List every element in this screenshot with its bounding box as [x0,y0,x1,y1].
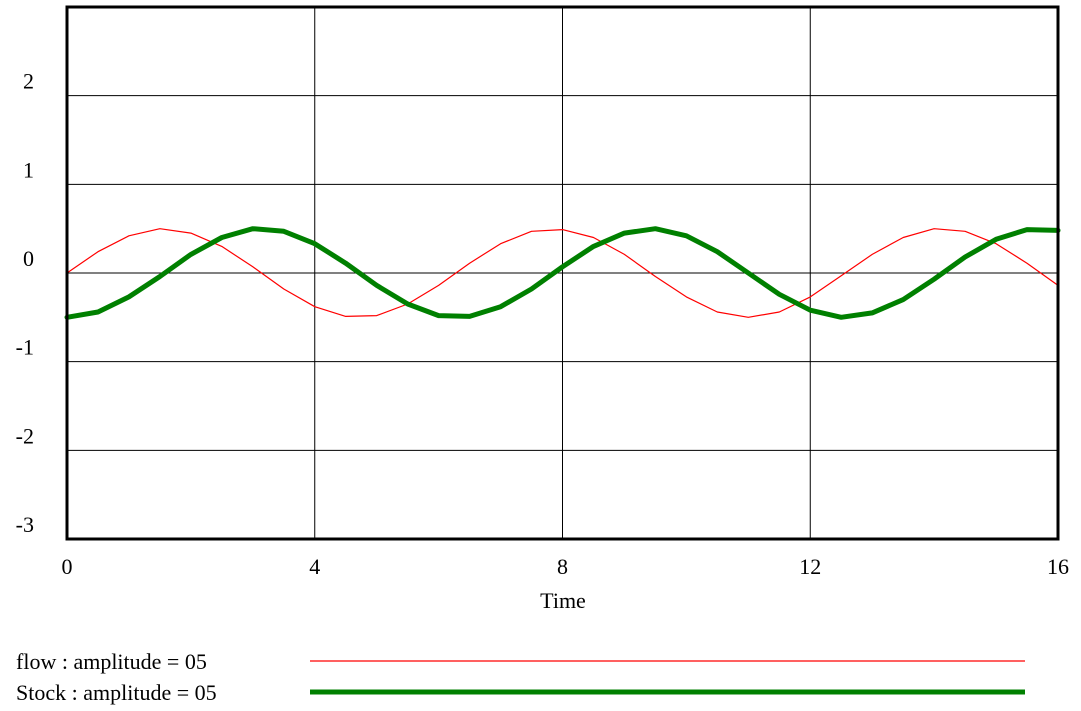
series-line-0 [66,228,1059,318]
x-tick-label-4: 16 [1047,554,1069,579]
plot-area-frame [65,5,1060,541]
x-tick-label-2: 8 [557,554,568,579]
y-tick-label-2: 1 [23,157,34,182]
x-tick-label-0: 0 [62,554,73,579]
grid [66,6,1059,540]
x-axis-ticks: 0 4 8 12 16 [62,554,1070,579]
legend-label-0: flow : amplitude = 05 [16,649,207,674]
x-axis-label: Time [540,588,586,613]
y-axis-ticks: 3 2 1 0 -1 -2 -3 [16,0,34,537]
y-tick-label-0: 3 [23,0,34,5]
y-tick-label-3: 0 [23,246,34,271]
y-tick-label-5: -2 [16,423,34,448]
x-tick-label-3: 12 [799,554,821,579]
legend-label-1: Stock : amplitude = 05 [16,680,217,705]
y-tick-label-6: -3 [16,512,34,537]
y-tick-label-4: -1 [16,335,34,360]
series-layer [64,226,1061,320]
y-tick-label-1: 2 [23,69,34,94]
legend: flow : amplitude = 05 Stock : amplitude =… [16,649,1025,705]
series-line-1 [64,226,1061,320]
x-tick-label-1: 4 [309,554,320,579]
